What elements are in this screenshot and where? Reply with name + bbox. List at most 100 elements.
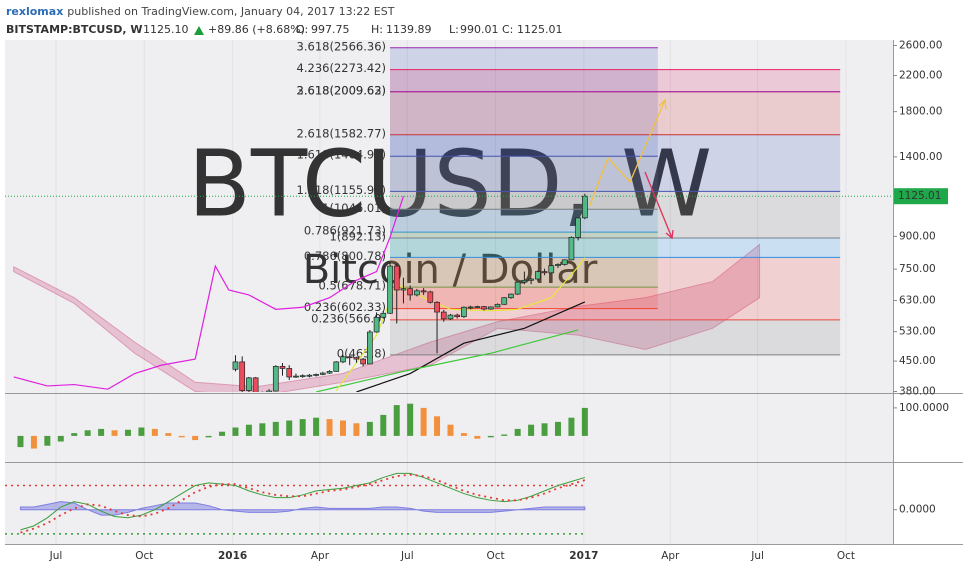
histogram-bar <box>299 419 306 436</box>
histogram-bar <box>219 431 226 436</box>
histogram-bar <box>272 421 279 436</box>
arrow-head <box>658 98 667 110</box>
histogram-bar <box>313 417 320 436</box>
x-tick-label: Oct <box>837 550 855 562</box>
candle-body <box>387 265 393 314</box>
change: +89.86 (+8.68%) <box>208 23 305 36</box>
histogram-bar <box>326 419 333 436</box>
candle-body <box>420 290 427 293</box>
histogram-bar <box>339 420 346 436</box>
candle-body <box>319 372 326 375</box>
histogram-bar <box>434 416 441 436</box>
close-value: 1125.01 <box>517 23 563 36</box>
candle-body <box>440 311 447 320</box>
candle-body <box>239 361 246 391</box>
header-line: rexlomax published on TradingView.com, Ja… <box>6 5 395 18</box>
x-tick-label: Apr <box>661 550 680 562</box>
fib-label: 0.236(566.0) <box>311 311 386 325</box>
histogram-bar <box>420 407 427 436</box>
candle-body <box>534 271 541 280</box>
candle-body <box>373 316 380 333</box>
open-label: O: <box>296 23 308 36</box>
candle-body <box>582 195 588 219</box>
open-value: 997.75 <box>311 23 350 36</box>
price-pane: BTCUSD, W Bitcoin / Dollar 3.618(2566.36… <box>5 40 893 392</box>
watermark-symbol: BTCUSD, W <box>188 130 712 237</box>
candle-body <box>467 306 474 309</box>
histogram-bar <box>71 433 78 436</box>
arrow-head <box>665 229 674 240</box>
fib-label: 0.236(602.33) <box>304 300 386 314</box>
candle-body <box>400 288 407 291</box>
histogram-bar <box>192 435 199 441</box>
indicator-line <box>315 329 579 392</box>
candle-body <box>427 291 434 303</box>
candle-body <box>414 290 420 296</box>
histogram-bar <box>581 407 588 436</box>
histogram-bar <box>393 405 400 436</box>
candle-body <box>521 279 528 283</box>
candle-body <box>407 288 414 296</box>
candle-body <box>528 278 534 281</box>
histogram-bar <box>111 430 118 436</box>
candle-body <box>353 357 360 360</box>
price-axis <box>893 40 963 544</box>
candle-body <box>561 259 568 265</box>
fib-label: 1(892.13) <box>329 229 386 243</box>
y-tick-label: 750.00 <box>899 263 936 275</box>
fib-label: 0.786(921.73) <box>304 224 386 238</box>
y-tick-label: 450.00 <box>899 355 936 367</box>
histogram-bar <box>57 435 64 442</box>
indicator-line <box>13 196 405 390</box>
high-value: 1139.89 <box>386 23 432 36</box>
area <box>19 501 586 516</box>
last-price: 1125.10 <box>143 23 189 36</box>
candle-body <box>454 314 461 318</box>
last-price-tag <box>894 188 948 205</box>
histogram-bar <box>30 435 37 449</box>
histogram-bar <box>151 428 158 436</box>
histogram-bar <box>84 430 91 436</box>
fib-band <box>390 209 658 233</box>
fib-band <box>390 91 841 135</box>
y-tick-label: 0.0000 <box>899 504 936 516</box>
y-tick-label: 1800.00 <box>899 106 942 118</box>
candle-body <box>246 377 252 391</box>
last-price-label: 1125.01 <box>898 190 941 202</box>
histogram-bar <box>460 433 467 436</box>
oscillator-line <box>20 472 585 531</box>
candle-body <box>494 303 501 308</box>
histogram-bar <box>259 423 266 436</box>
fib-band <box>390 191 841 238</box>
candle-body <box>434 301 440 313</box>
candle-body <box>487 306 494 310</box>
published: published on TradingView.com, January 04… <box>67 5 394 18</box>
histogram-bar <box>528 424 535 436</box>
fib-band <box>390 134 841 192</box>
histogram-bar <box>98 428 105 436</box>
candle-body <box>501 297 508 305</box>
histogram-bar <box>44 435 51 446</box>
indicator-line <box>356 301 586 392</box>
histogram-bar <box>366 421 373 436</box>
candle-body <box>474 306 481 309</box>
y-tick-label: 2200.00 <box>899 70 942 82</box>
fib-label: 4.236(2273.42) <box>297 61 386 75</box>
histogram-bar <box>568 417 575 436</box>
projection-path <box>589 99 666 206</box>
low-label: L: <box>449 23 459 36</box>
up-triangle <box>194 26 204 35</box>
fib-band <box>390 257 841 320</box>
histogram-bar <box>353 423 360 436</box>
x-tick-label: 2016 <box>218 550 247 562</box>
fib-label: 1(1046.01) <box>322 201 386 215</box>
candle-body <box>326 371 333 374</box>
candle-body <box>541 271 548 274</box>
fib-band <box>390 319 841 355</box>
x-tick-label: Oct <box>135 550 153 562</box>
histogram-bar <box>474 435 481 439</box>
y-tick-label: 900.00 <box>899 230 936 242</box>
author[interactable]: rexlomax <box>6 5 63 18</box>
projection-path <box>644 171 673 239</box>
candle-body <box>380 312 387 318</box>
